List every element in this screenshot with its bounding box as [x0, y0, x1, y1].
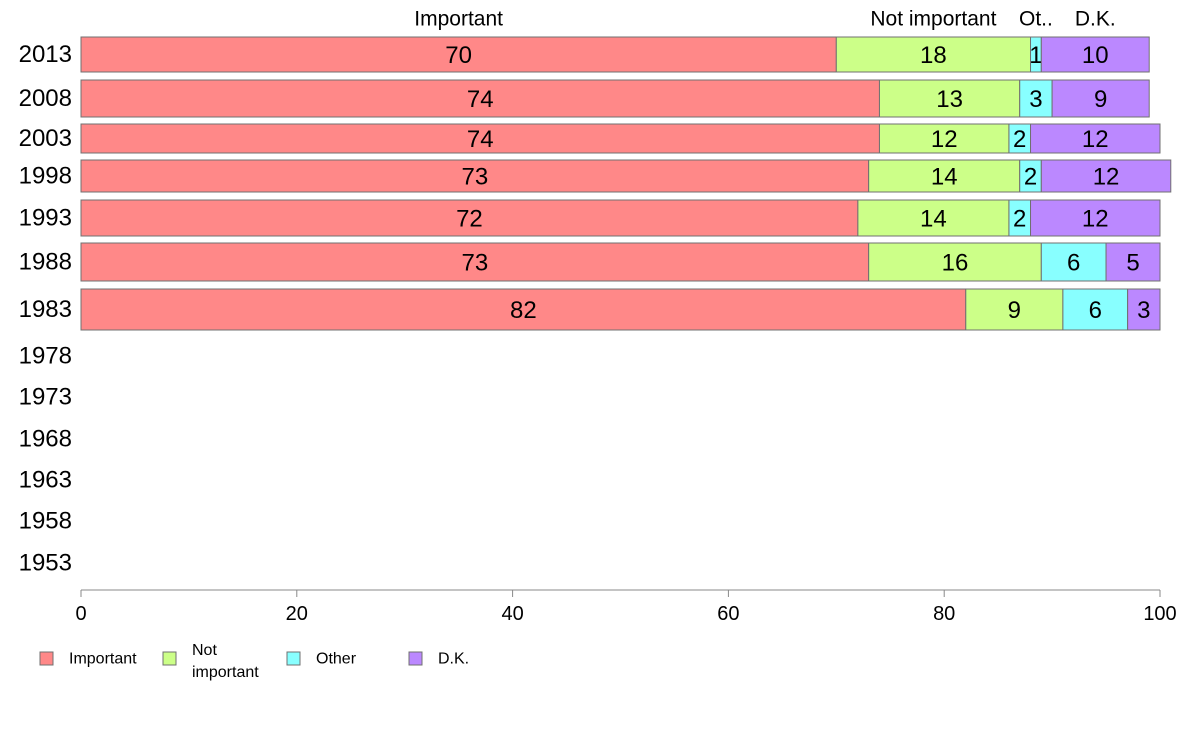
legend-label-d-k: D.K. — [438, 651, 469, 668]
column-header-important: Important — [414, 8, 503, 31]
column-header-not-important: Not important — [870, 8, 996, 31]
value-label-d-k-1993: 12 — [1082, 206, 1109, 233]
value-label-important-2008: 74 — [467, 86, 494, 113]
value-label-d-k-2013: 10 — [1082, 42, 1109, 69]
value-label-other-1998: 2 — [1024, 164, 1037, 191]
value-label-important-1998: 73 — [461, 164, 488, 191]
value-label-not-important-1983: 9 — [1008, 297, 1021, 324]
x-tick-label-100: 100 — [1143, 603, 1176, 625]
bar-important-1993 — [80, 199, 859, 237]
value-label-important-2013: 70 — [445, 42, 472, 69]
year-label-1983: 1983 — [19, 296, 72, 323]
legend-swatch-important — [39, 651, 54, 666]
legend-swatch-not-important — [162, 651, 177, 666]
bar-d-k-1988 — [1105, 242, 1161, 282]
value-label-important-1983: 82 — [510, 297, 537, 324]
bar-not-important-1988 — [868, 242, 1042, 282]
value-label-not-important-1988: 16 — [942, 250, 969, 277]
x-tick-label-0: 0 — [75, 603, 86, 625]
value-label-not-important-2013: 18 — [920, 42, 947, 69]
year-label-2008: 2008 — [19, 85, 72, 112]
bar-d-k-2013 — [1040, 36, 1150, 73]
year-label-2013: 2013 — [19, 41, 72, 68]
value-label-not-important-1998: 14 — [931, 164, 958, 191]
value-label-other-2013: 1 — [1029, 42, 1042, 69]
x-tick-label-80: 80 — [933, 603, 955, 625]
year-label-1968: 1968 — [19, 426, 72, 453]
value-label-other-1993: 2 — [1013, 206, 1026, 233]
x-tick-label-20: 20 — [286, 603, 308, 625]
year-label-1973: 1973 — [19, 384, 72, 411]
bar-other-1988 — [1040, 242, 1107, 282]
legend-swatch-other — [286, 651, 301, 666]
bar-important-1983 — [80, 288, 967, 331]
bar-d-k-2003 — [1030, 123, 1161, 154]
bar-important-2003 — [80, 123, 880, 154]
column-header-other: Ot.. — [1019, 8, 1053, 31]
value-label-important-1988: 73 — [461, 250, 488, 277]
year-label-1988: 1988 — [19, 249, 72, 276]
x-axis: 0 20 40 60 80 100 — [75, 589, 1177, 625]
bar-not-important-1983 — [965, 288, 1064, 331]
bar-d-k-1998 — [1040, 159, 1172, 193]
bar-important-1998 — [80, 159, 870, 193]
bar-not-important-1993 — [857, 199, 1010, 237]
bar-not-important-2003 — [878, 123, 1010, 154]
x-tick-label-40: 40 — [501, 603, 523, 625]
legend-label-not-important: Not important — [192, 642, 259, 681]
value-label-d-k-2003: 12 — [1082, 126, 1109, 153]
year-label-1993: 1993 — [19, 205, 72, 232]
value-label-d-k-1983: 3 — [1137, 297, 1150, 324]
value-label-not-important-2003: 12 — [931, 126, 958, 153]
value-label-d-k-2008: 9 — [1094, 86, 1107, 113]
legend-label-important: Important — [69, 651, 137, 668]
bar-important-2013 — [80, 36, 837, 73]
column-headers: Important Not important Ot.. D.K. — [414, 8, 1115, 31]
value-label-not-important-1993: 14 — [920, 206, 947, 233]
bar-d-k-1993 — [1030, 199, 1161, 237]
year-labels: 2013 2008 2003 1998 1993 1988 1983 1978 1973 1968… — [19, 41, 72, 577]
x-tick-label-60: 60 — [717, 603, 739, 625]
bar-not-important-1998 — [868, 159, 1021, 193]
legend: Important Not important Other D.K. — [39, 642, 469, 681]
year-label-1958: 1958 — [19, 508, 72, 535]
legend-swatch-d-k — [408, 651, 423, 666]
year-label-1978: 1978 — [19, 343, 72, 370]
value-label-important-2003: 74 — [467, 126, 494, 153]
value-label-other-2008: 3 — [1029, 86, 1042, 113]
value-label-d-k-1988: 5 — [1126, 250, 1139, 277]
year-label-1998: 1998 — [19, 163, 72, 190]
bar-not-important-2013 — [835, 36, 1032, 73]
column-header-d-k: D.K. — [1075, 8, 1116, 31]
value-label-other-1988: 6 — [1067, 250, 1080, 277]
year-label-2003: 2003 — [19, 125, 72, 152]
legend-label-other: Other — [316, 651, 357, 668]
value-label-d-k-1998: 12 — [1093, 164, 1120, 191]
value-label-other-2003: 2 — [1013, 126, 1026, 153]
bar-other-2008 — [1019, 79, 1053, 118]
value-label-not-important-2008: 13 — [936, 86, 963, 113]
year-label-1963: 1963 — [19, 467, 72, 494]
value-label-other-1983: 6 — [1089, 297, 1102, 324]
bar-not-important-2008 — [878, 79, 1021, 118]
value-label-important-1993: 72 — [456, 206, 483, 233]
bar-d-k-1983 — [1127, 288, 1161, 331]
year-label-1953: 1953 — [19, 550, 72, 577]
bar-d-k-2008 — [1051, 79, 1150, 118]
